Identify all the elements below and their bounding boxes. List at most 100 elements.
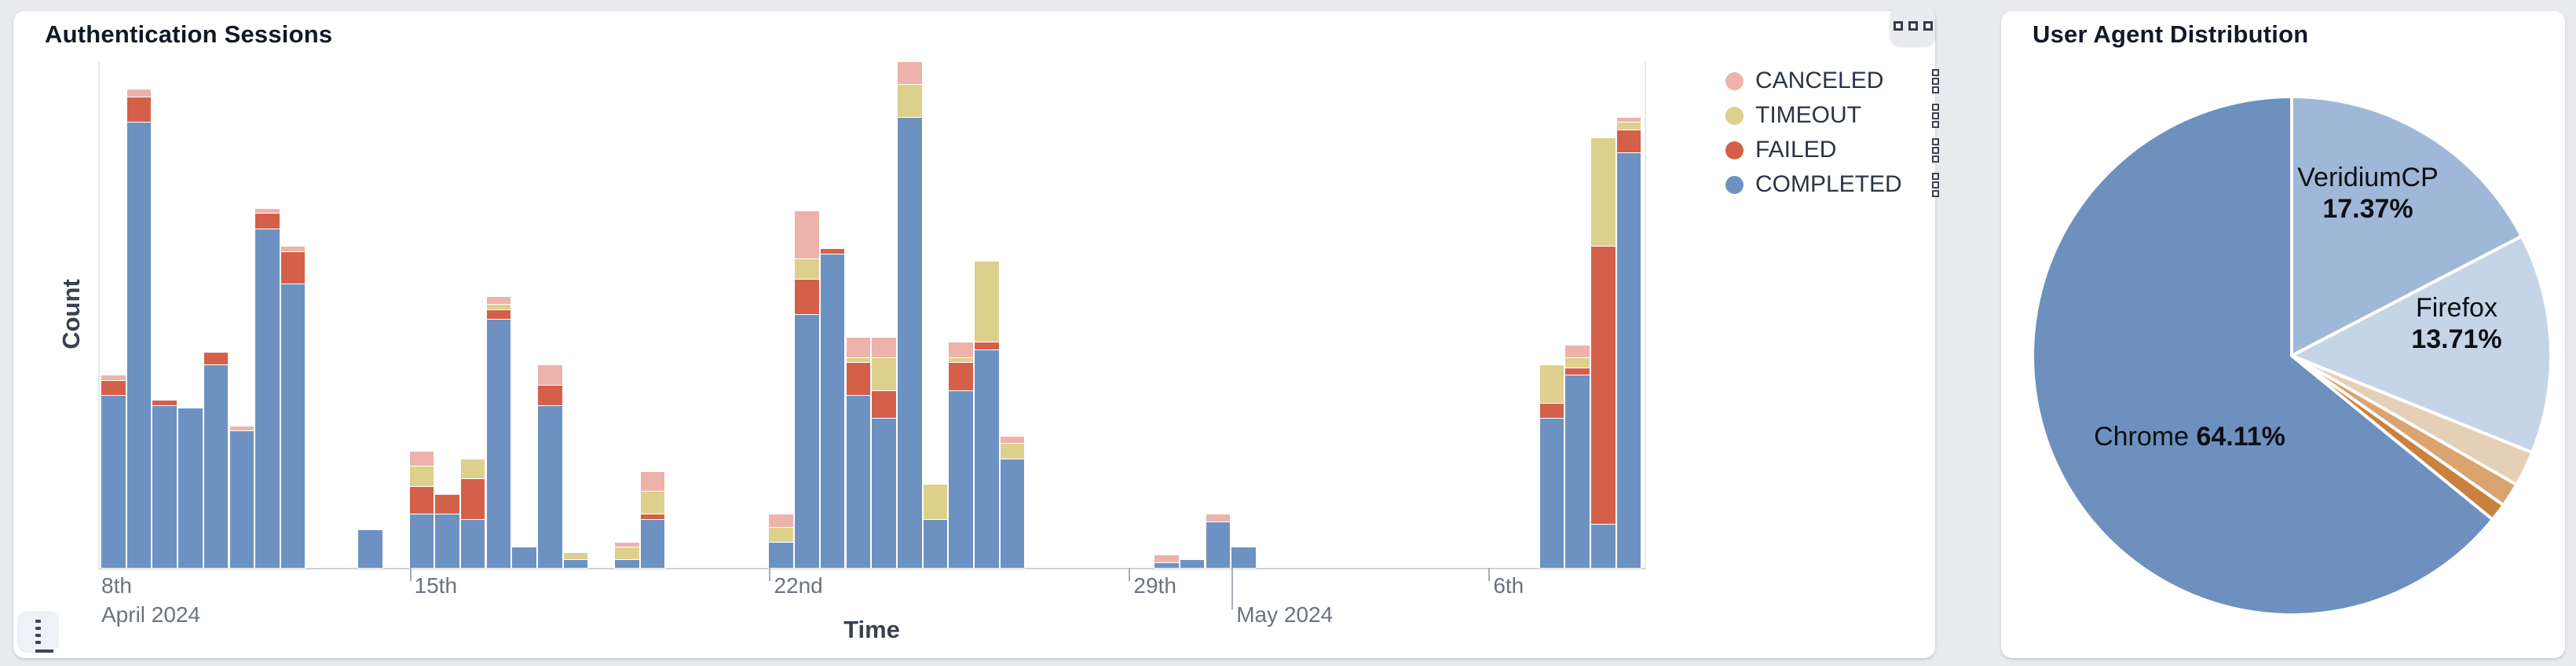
bar-segment-completed[interactable] xyxy=(280,284,306,568)
bar-segment-completed[interactable] xyxy=(1616,152,1641,568)
drag-handle-icon[interactable] xyxy=(1932,137,1939,163)
bar-segment-canceled[interactable] xyxy=(640,471,665,492)
bar-segment-completed[interactable] xyxy=(949,390,973,568)
bar-segment-canceled[interactable] xyxy=(769,514,793,528)
bar-segment-failed[interactable] xyxy=(152,401,177,406)
bar-segment-canceled[interactable] xyxy=(280,247,306,252)
bar-segment-timeout[interactable] xyxy=(949,357,973,364)
legend-item-failed[interactable]: FAILED xyxy=(1725,137,1939,163)
pie-slice-firefox[interactable] xyxy=(2290,234,2552,455)
bar-segment-completed[interactable] xyxy=(1206,522,1231,568)
stacked-bar[interactable] xyxy=(1154,554,1179,568)
bar-segment-completed[interactable] xyxy=(512,547,536,568)
bar-segment-completed[interactable] xyxy=(872,419,896,568)
bar-segment-failed[interactable] xyxy=(820,249,845,254)
stacked-bar[interactable] xyxy=(1231,547,1256,568)
stacked-bar[interactable] xyxy=(126,90,152,568)
stacked-bar[interactable] xyxy=(152,401,177,568)
bar-segment-canceled[interactable] xyxy=(538,365,562,386)
bar-segment-completed[interactable] xyxy=(409,514,434,568)
bar-segment-completed[interactable] xyxy=(460,519,485,568)
bar-segment-canceled[interactable] xyxy=(1000,436,1025,445)
bar-segment-failed[interactable] xyxy=(1591,247,1615,525)
drag-handle-icon[interactable] xyxy=(1932,172,1939,197)
bar-segment-completed[interactable] xyxy=(255,229,280,568)
bar-segment-canceled[interactable] xyxy=(795,211,819,260)
bar-segment-canceled[interactable] xyxy=(126,90,152,98)
stacked-bar[interactable] xyxy=(820,249,845,568)
stacked-bar[interactable] xyxy=(640,471,665,568)
bar-segment-canceled[interactable] xyxy=(1154,554,1179,563)
bar-segment-failed[interactable] xyxy=(949,363,973,391)
bar-segment-timeout[interactable] xyxy=(563,552,588,561)
stacked-bar[interactable] xyxy=(769,514,793,568)
bar-segment-completed[interactable] xyxy=(203,365,229,568)
bar-segment-timeout[interactable] xyxy=(1616,123,1641,130)
bar-segment-canceled[interactable] xyxy=(1616,117,1641,123)
stacked-bar[interactable] xyxy=(898,62,922,568)
bar-segment-failed[interactable] xyxy=(1539,403,1564,419)
bar-segment-failed[interactable] xyxy=(846,363,871,397)
bar-segment-timeout[interactable] xyxy=(975,262,999,343)
bar-segment-completed[interactable] xyxy=(358,529,382,568)
bar-segment-completed[interactable] xyxy=(178,408,203,568)
bar-segment-completed[interactable] xyxy=(1180,560,1205,568)
drag-handle-icon[interactable] xyxy=(1932,103,1939,128)
bar-segment-timeout[interactable] xyxy=(615,547,639,561)
bar-segment-completed[interactable] xyxy=(1000,459,1025,568)
stacked-bar[interactable] xyxy=(1591,137,1615,568)
bar-segment-timeout[interactable] xyxy=(898,84,922,118)
stacked-bar[interactable] xyxy=(1180,560,1205,568)
stacked-bar[interactable] xyxy=(1616,117,1641,568)
bar-segment-timeout[interactable] xyxy=(409,467,434,487)
stacked-bar[interactable] xyxy=(563,552,588,568)
bar-segment-failed[interactable] xyxy=(486,309,511,320)
stacked-bar[interactable] xyxy=(409,451,434,568)
bar-segment-failed[interactable] xyxy=(203,353,229,366)
bar-segment-failed[interactable] xyxy=(409,486,434,515)
bar-segment-failed[interactable] xyxy=(1616,130,1641,153)
stacked-bar[interactable] xyxy=(280,247,306,568)
bar-segment-timeout[interactable] xyxy=(486,305,511,310)
bar-segment-timeout[interactable] xyxy=(872,357,896,391)
bar-segment-completed[interactable] xyxy=(126,123,152,568)
stacked-bar[interactable] xyxy=(1000,436,1025,568)
stacked-bar[interactable] xyxy=(538,365,562,568)
bar-segment-failed[interactable] xyxy=(460,479,485,520)
stacked-bar[interactable] xyxy=(872,338,896,568)
bar-segment-failed[interactable] xyxy=(538,386,562,406)
bar-segment-completed[interactable] xyxy=(1154,562,1179,568)
bar-segment-completed[interactable] xyxy=(820,254,845,568)
bar-segment-canceled[interactable] xyxy=(949,342,973,358)
stacked-bar[interactable] xyxy=(486,297,511,568)
chart-data-view-button[interactable] xyxy=(17,611,59,653)
bar-segment-completed[interactable] xyxy=(538,405,562,568)
bar-segment-failed[interactable] xyxy=(1565,368,1590,376)
bar-segment-completed[interactable] xyxy=(1231,547,1256,568)
bar-segment-timeout[interactable] xyxy=(795,259,819,280)
stacked-bar[interactable] xyxy=(255,208,280,568)
bar-segment-failed[interactable] xyxy=(640,514,665,520)
stacked-bar[interactable] xyxy=(435,494,459,568)
stacked-bar[interactable] xyxy=(203,353,229,568)
bar-segment-timeout[interactable] xyxy=(1000,444,1025,459)
stacked-bar[interactable] xyxy=(1206,514,1231,568)
bar-segment-canceled[interactable] xyxy=(846,338,871,358)
bar-segment-completed[interactable] xyxy=(923,519,948,568)
bar-segment-completed[interactable] xyxy=(229,431,254,568)
stacked-bar-chart-plot-area[interactable]: 8th April 2024 15th 22nd 29th May 2024 6th xyxy=(98,62,1646,627)
bar-segment-canceled[interactable] xyxy=(409,451,434,467)
stacked-bar[interactable] xyxy=(615,542,639,568)
stacked-bar[interactable] xyxy=(949,342,973,568)
bar-segment-completed[interactable] xyxy=(795,315,819,568)
bar-segment-timeout[interactable] xyxy=(1539,365,1564,404)
stacked-bar[interactable] xyxy=(1539,365,1564,568)
bar-segment-canceled[interactable] xyxy=(615,542,639,548)
bar-segment-failed[interactable] xyxy=(101,380,126,397)
bar-segment-failed[interactable] xyxy=(255,214,280,229)
bar-segment-canceled[interactable] xyxy=(1206,514,1231,523)
bar-segment-completed[interactable] xyxy=(975,350,999,568)
bar-segment-timeout[interactable] xyxy=(769,527,793,543)
legend-item-timeout[interactable]: TIMEOUT xyxy=(1725,102,1939,128)
stacked-bar[interactable] xyxy=(512,547,536,568)
